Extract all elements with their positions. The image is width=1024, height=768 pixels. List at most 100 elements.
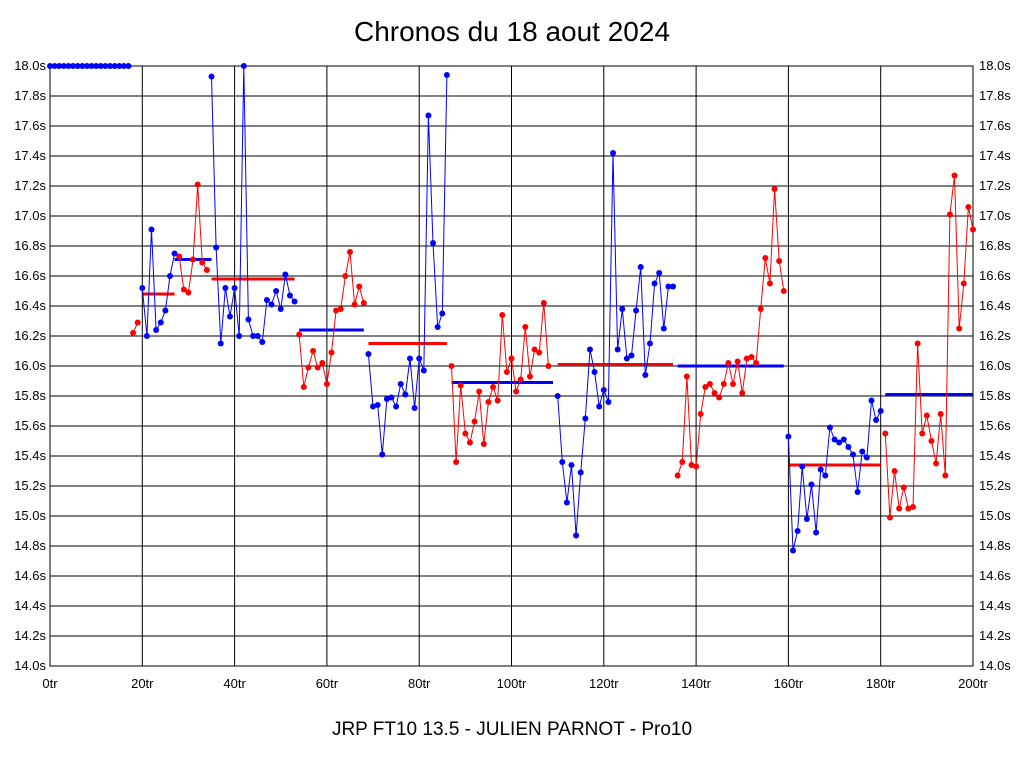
y-tick-label-left: 14.4s — [14, 598, 46, 613]
data-point — [125, 63, 132, 69]
data-point — [610, 150, 617, 156]
y-tick-label-right: 15.4s — [979, 448, 1011, 463]
data-point — [406, 355, 413, 362]
data-point — [443, 72, 450, 78]
y-tick-label-right: 15.0s — [979, 508, 1011, 523]
data-point — [180, 286, 187, 293]
data-point — [166, 273, 173, 279]
x-tick-label: 180tr — [866, 676, 896, 691]
data-point — [753, 360, 760, 366]
data-point — [919, 430, 926, 437]
data-point — [462, 430, 469, 437]
data-point — [310, 348, 317, 354]
data-point — [453, 459, 460, 465]
y-tick-label-left: 17.0s — [14, 208, 46, 223]
data-point — [577, 469, 584, 476]
data-point — [351, 301, 358, 308]
y-tick-label-right: 14.6s — [979, 568, 1011, 583]
data-point — [591, 369, 598, 375]
y-tick-label-left: 15.2s — [14, 478, 46, 493]
x-tick-label: 120tr — [589, 676, 619, 691]
y-tick-label-right: 14.4s — [979, 598, 1011, 613]
data-point — [693, 463, 700, 470]
data-point — [559, 459, 566, 465]
y-tick-label-right: 16.6s — [979, 268, 1011, 283]
data-point — [757, 306, 764, 312]
data-point — [826, 424, 833, 431]
x-tick-label: 80tr — [408, 676, 431, 691]
data-point — [106, 63, 113, 69]
data-point — [245, 316, 252, 323]
data-point — [83, 63, 90, 69]
y-tick-label-left: 14.8s — [14, 538, 46, 553]
average-lines — [142, 258, 973, 467]
data-point — [582, 415, 589, 422]
data-point — [471, 418, 478, 425]
data-point — [850, 451, 857, 458]
y-tick-label-left: 17.6s — [14, 118, 46, 133]
y-tick-label-left: 16.2s — [14, 328, 46, 343]
data-point — [739, 390, 746, 396]
data-point — [748, 354, 755, 360]
data-point — [439, 310, 446, 317]
data-point — [522, 324, 529, 330]
y-tick-label-left: 14.2s — [14, 628, 46, 643]
data-point — [766, 280, 773, 287]
x-tick-label: 200tr — [958, 676, 988, 691]
data-point — [711, 390, 718, 396]
data-point — [397, 381, 404, 387]
data-point — [305, 364, 312, 371]
data-point — [868, 397, 875, 404]
data-point — [540, 300, 547, 306]
plot-frame — [49, 65, 974, 667]
data-point — [960, 280, 967, 287]
data-point — [780, 288, 787, 294]
data-point — [970, 226, 976, 233]
y-tick-label-left: 15.8s — [14, 388, 46, 403]
data-point — [263, 297, 270, 303]
data-point — [120, 63, 127, 69]
data-point — [231, 285, 238, 291]
data-point — [374, 402, 381, 408]
y-tick-label-left: 17.2s — [14, 178, 46, 193]
data-point — [70, 63, 77, 69]
data-point — [60, 63, 67, 69]
data-point — [328, 349, 335, 356]
y-tick-label-right: 16.2s — [979, 328, 1011, 343]
data-point — [240, 63, 247, 69]
data-point — [937, 411, 944, 417]
y-tick-label-right: 17.2s — [979, 178, 1011, 193]
data-point — [702, 384, 709, 390]
axes: 14.0s 14.0s 14.2s 14.2s 14.4s 14.4s 14.6s 14.6s… — [14, 58, 1011, 691]
data-point — [319, 360, 326, 366]
data-point — [157, 319, 164, 326]
data-point — [416, 355, 423, 362]
data-point — [859, 448, 866, 455]
series — [47, 63, 976, 554]
data-point — [485, 399, 492, 405]
data-point — [536, 349, 543, 356]
data-point — [346, 249, 353, 255]
y-tick-label-left: 17.8s — [14, 88, 46, 103]
data-point — [291, 298, 298, 305]
data-point — [379, 451, 386, 458]
x-tick-label: 0tr — [42, 676, 58, 691]
data-point — [282, 271, 289, 278]
y-tick-label-right: 14.0s — [979, 658, 1011, 673]
data-point — [794, 528, 801, 534]
data-point — [642, 372, 649, 378]
series-line — [141, 229, 176, 337]
x-tick-label: 20tr — [131, 676, 154, 691]
data-point — [670, 283, 677, 290]
series-line — [884, 175, 974, 518]
data-point — [845, 444, 852, 450]
data-point — [886, 514, 893, 521]
data-point — [65, 63, 72, 69]
data-point — [688, 462, 695, 468]
data-point — [836, 439, 843, 446]
data-point — [942, 472, 949, 479]
series-line — [211, 65, 295, 344]
data-point — [817, 466, 824, 473]
data-point — [586, 346, 593, 353]
data-point — [360, 300, 367, 306]
